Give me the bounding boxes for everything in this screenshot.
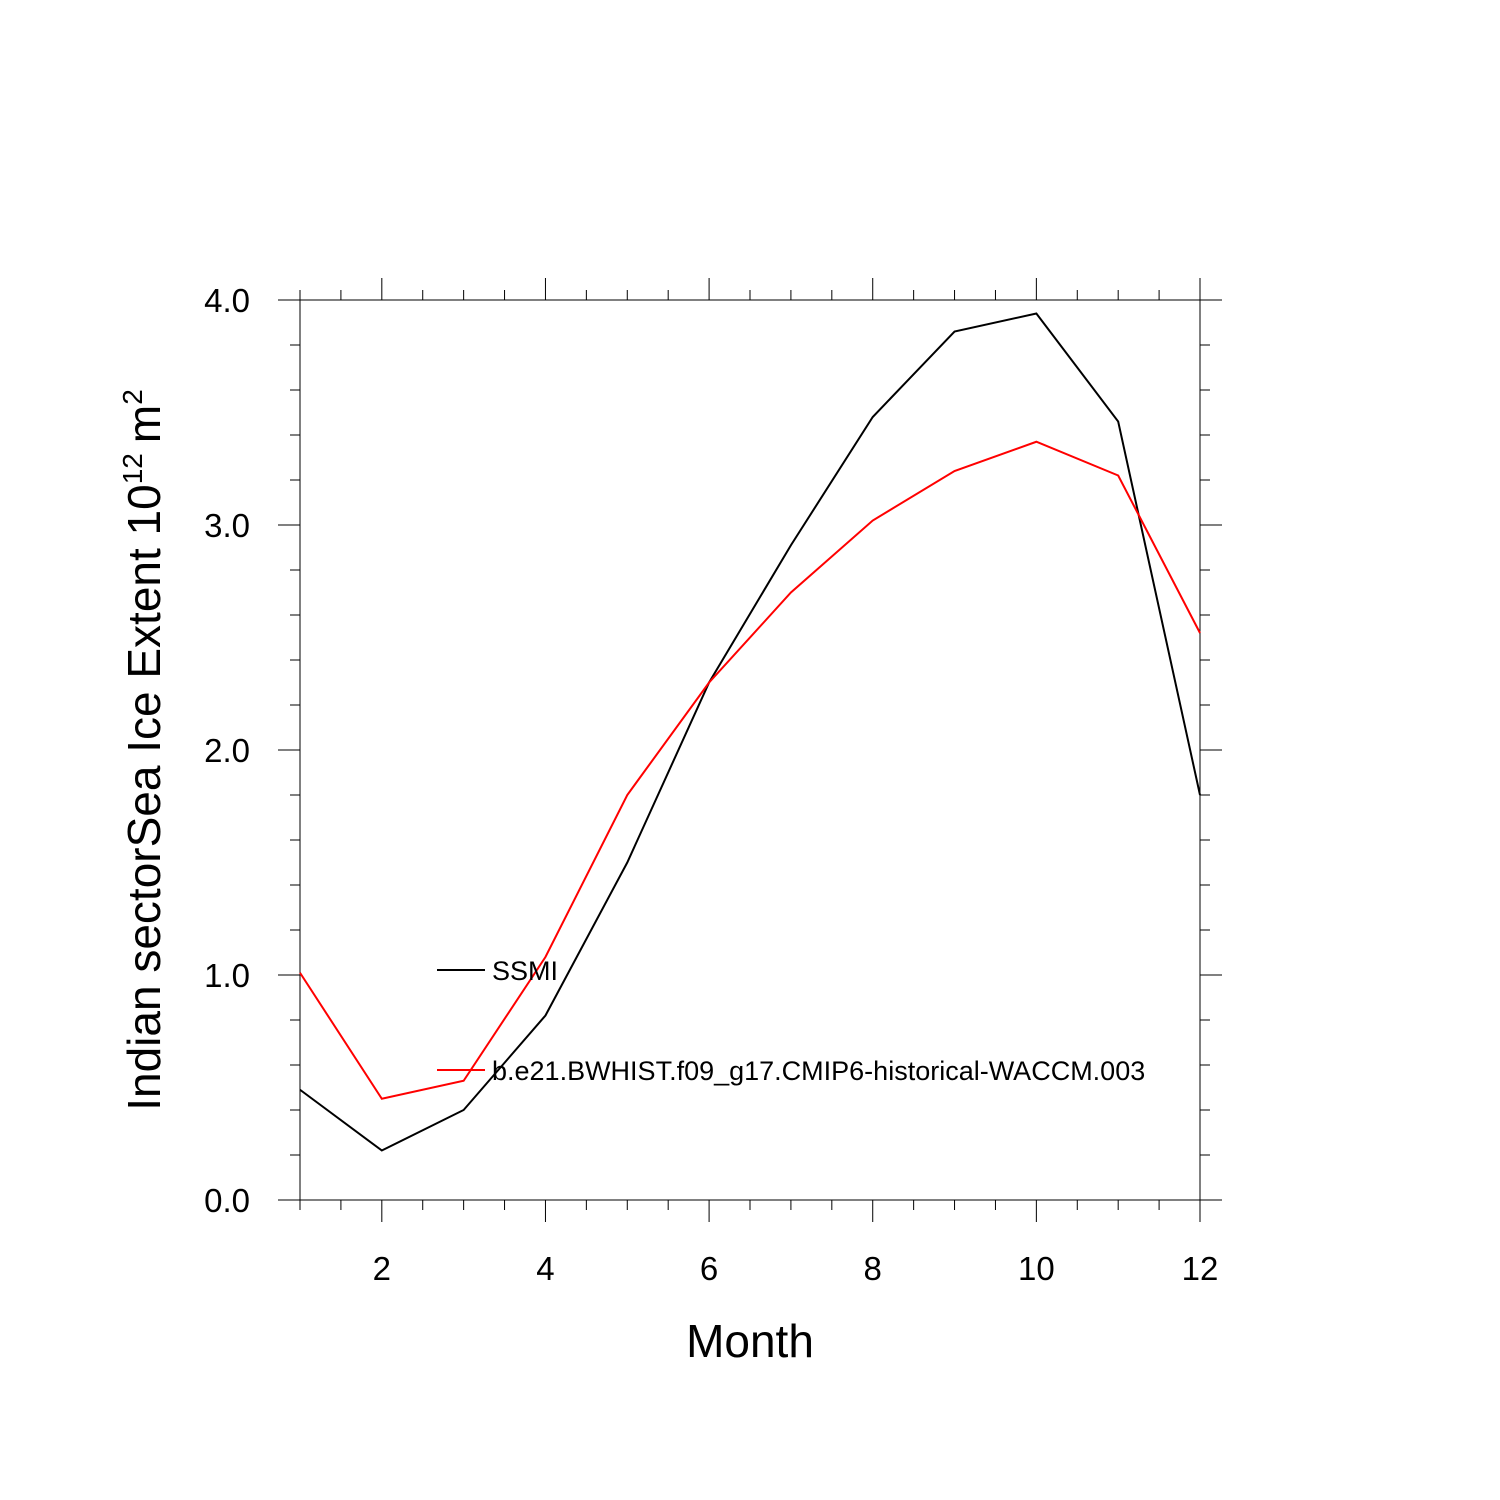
series-lines xyxy=(299,312,1201,1152)
y-axis-title-unit-exponent: 2 xyxy=(117,389,148,405)
x-axis-title: Month xyxy=(686,1315,814,1367)
x-tick-label: 6 xyxy=(700,1250,718,1287)
y-tick-label: 2.0 xyxy=(204,732,250,769)
y-tick-label: 4.0 xyxy=(204,282,250,319)
x-tick-labels: 2 4 6 8 10 12 xyxy=(373,1250,1219,1287)
y-axis-title-unit: m xyxy=(118,405,170,443)
y-tick-label: 1.0 xyxy=(204,957,250,994)
x-tick-label: 2 xyxy=(373,1250,391,1287)
axis-ticks xyxy=(278,278,1222,1222)
y-axis-title-exponent: 12 xyxy=(117,453,148,484)
y-axis-title: Indian sectorSea Ice Extent 1012 m2 xyxy=(117,389,170,1111)
y-axis-title-prefix: Indian sectorSea Ice Extent 10 xyxy=(118,484,170,1111)
x-tick-label: 10 xyxy=(1018,1250,1055,1287)
series-line-1 xyxy=(299,312,1201,1152)
series-line-2 xyxy=(299,440,1201,1100)
y-tick-label: 0.0 xyxy=(204,1182,250,1219)
x-tick-label: 12 xyxy=(1182,1250,1219,1287)
legend-label: b.e21.BWHIST.f09_g17.CMIP6-historical-WA… xyxy=(492,1056,1145,1086)
x-tick-label: 8 xyxy=(864,1250,882,1287)
y-tick-labels: 0.0 1.0 2.0 3.0 4.0 xyxy=(204,282,250,1219)
legend: SSMI b.e21.BWHIST.f09_g17.CMIP6-historica… xyxy=(437,956,1145,1086)
x-tick-label: 4 xyxy=(536,1250,554,1287)
y-tick-label: 3.0 xyxy=(204,507,250,544)
legend-label: SSMI xyxy=(492,956,558,986)
